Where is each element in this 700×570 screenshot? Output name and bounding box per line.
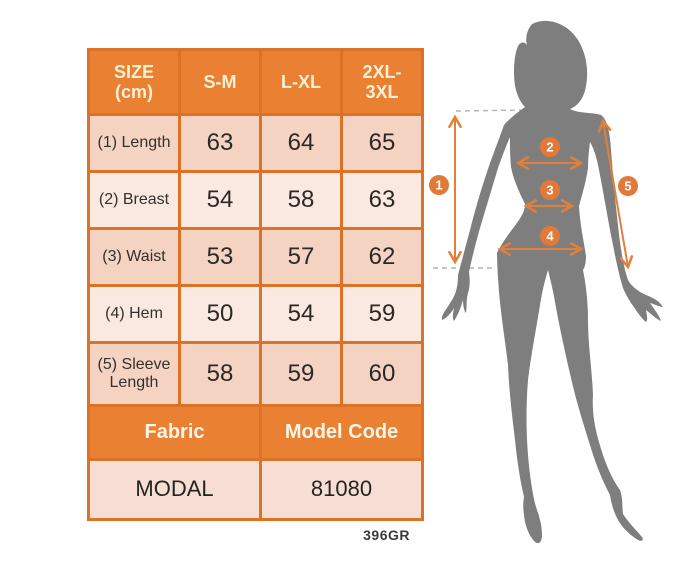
value-hem-sm: 50 (181, 287, 259, 341)
marker-number-5: 5 (624, 179, 631, 194)
value-breast-sm: 54 (181, 173, 259, 227)
marker-number-3: 3 (546, 183, 553, 198)
size-table: SIZE (cm) S-M L-XL 2XL- 3XL (1) Length 6… (87, 48, 424, 521)
marker-number-4: 4 (546, 229, 554, 244)
row-label-waist: (3) Waist (90, 230, 178, 284)
dashed-guide-top (455, 109, 527, 112)
marker-badge-3: 3 (540, 180, 560, 200)
figure-svg: 1 2 3 4 5 (429, 20, 663, 544)
value-length-2xl3xl: 65 (343, 116, 421, 170)
value-sleeve-sm: 58 (181, 344, 259, 404)
value-breast-2xl3xl: 63 (343, 173, 421, 227)
value-sleeve-lxl: 59 (262, 344, 340, 404)
row-label-hem: (4) Hem (90, 287, 178, 341)
header-col-lxl: L-XL (262, 51, 340, 113)
weight-note: 396GR (363, 527, 410, 543)
header-col-2xl3xl: 2XL- 3XL (343, 51, 421, 113)
body-silhouette (441, 20, 663, 544)
value-hem-lxl: 54 (262, 287, 340, 341)
model-code-header: Model Code (262, 407, 421, 458)
marker-number-2: 2 (546, 140, 553, 155)
marker-number-1: 1 (435, 178, 442, 193)
arrow-sleeve (597, 118, 634, 270)
value-waist-lxl: 57 (262, 230, 340, 284)
value-waist-sm: 53 (181, 230, 259, 284)
marker-badge-1: 1 (429, 175, 449, 195)
value-length-lxl: 64 (262, 116, 340, 170)
row-label-length: (1) Length (90, 116, 178, 170)
header-col-sm: S-M (181, 51, 259, 113)
marker-badge-4: 4 (540, 226, 560, 246)
fabric-value: MODAL (90, 461, 259, 518)
measurement-figure: 1 2 3 4 5 (420, 10, 700, 560)
value-breast-lxl: 58 (262, 173, 340, 227)
row-label-breast: (2) Breast (90, 173, 178, 227)
row-label-sleeve-length: (5) Sleeve Length (90, 344, 178, 404)
value-waist-2xl3xl: 62 (343, 230, 421, 284)
marker-badge-2: 2 (540, 137, 560, 157)
value-hem-2xl3xl: 59 (343, 287, 421, 341)
value-sleeve-2xl3xl: 60 (343, 344, 421, 404)
model-code-value: 81080 (262, 461, 421, 518)
header-size-cm: SIZE (cm) (90, 51, 178, 113)
fabric-header: Fabric (90, 407, 259, 458)
marker-badge-5: 5 (618, 176, 638, 196)
value-length-sm: 63 (181, 116, 259, 170)
